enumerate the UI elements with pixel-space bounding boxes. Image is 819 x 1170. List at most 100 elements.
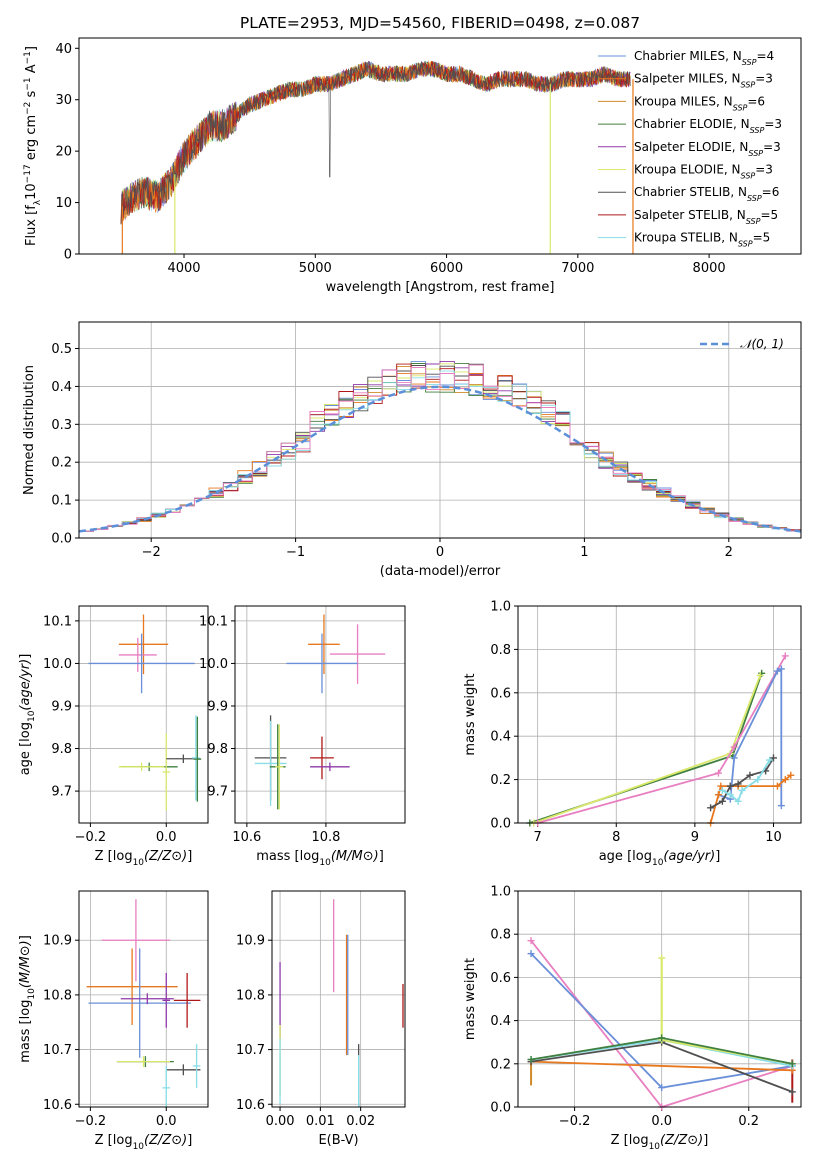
x-tick-label: 0.02 <box>346 1114 375 1129</box>
y-tick-label: 0.1 <box>51 494 72 509</box>
panels-layer: 4000 5000 6000 7000 8000 0 10 20 30 40 wavelength … <box>18 37 802 1152</box>
y-tick-label: 9.7 <box>207 785 228 800</box>
x-axis-label: age [log10(age/yr)] <box>599 849 721 868</box>
axes-frame <box>78 321 802 539</box>
x-tick-label: 6000 <box>430 261 463 276</box>
x-tick-label: 4000 <box>167 261 200 276</box>
axes-frame <box>78 890 209 1108</box>
panel-z-mw: −0.2 0.0 0.2 0.0 0.2 0.4 0.6 0.8 1.0 Z [log10(Z/Z… <box>463 885 802 1152</box>
y-tick-label: 40 <box>55 42 72 57</box>
x-axis-label: Z [log10(Z/Z⊙)] <box>95 849 193 868</box>
legend-label: Kroupa MILES, NSSP=6 <box>634 94 765 112</box>
y-tick-label: 1.0 <box>490 600 511 615</box>
panel-mass-age: 10.6 10.8 9.7 9.8 9.9 10.0 10.1 mass [log10(M/M… <box>199 605 406 868</box>
y-tick-label: 30 <box>55 93 72 108</box>
x-tick-label: 0.01 <box>306 1114 335 1129</box>
x-tick-label: −0.2 <box>75 1114 107 1129</box>
x-tick-label: −1 <box>286 545 305 560</box>
legend-label: Salpeter ELODIE, NSSP=3 <box>634 140 781 158</box>
x-axis-label: Z [log10(Z/Z⊙)] <box>95 1133 193 1152</box>
y-tick-label: 0.0 <box>490 817 511 832</box>
y-tick-label: 0.2 <box>490 773 511 788</box>
x-tick-label: 7 <box>534 830 542 845</box>
y-tick-label: 0.8 <box>490 643 511 658</box>
y-tick-label: 10.7 <box>43 1043 72 1058</box>
x-tick-label: 0.0 <box>156 1114 177 1129</box>
x-axis-label: wavelength [Angstrom, rest frame] <box>326 280 555 295</box>
y-tick-label: 0.5 <box>51 342 72 357</box>
weight-line <box>537 655 787 823</box>
panel-spectrum: 4000 5000 6000 7000 8000 0 10 20 30 40 wavelength … <box>23 37 802 295</box>
axes-frame <box>78 605 209 824</box>
y-axis-label: mass [log10(M/M⊙)] <box>18 935 37 1063</box>
y-tick-label: 0.0 <box>490 1101 511 1116</box>
axes-frame <box>234 605 406 824</box>
y-tick-label: 10.7 <box>236 1043 265 1058</box>
y-tick-label: 0.6 <box>490 686 511 701</box>
y-tick-label: 9.8 <box>207 742 228 757</box>
weight-line <box>710 757 775 809</box>
y-tick-label: 0.2 <box>490 1057 511 1072</box>
legend-label: Kroupa ELODIE, NSSP=3 <box>634 163 773 181</box>
y-tick-label: 0.6 <box>490 971 511 986</box>
y-tick-label: 0.4 <box>51 380 72 395</box>
y-tick-label: 10.6 <box>43 1098 72 1113</box>
x-tick-label: −0.2 <box>559 1114 591 1129</box>
y-tick-label: 10.6 <box>236 1098 265 1113</box>
legend-label: 𝒩(0, 1) <box>740 337 784 351</box>
spectrum-line <box>120 60 631 225</box>
x-axis-label: Z [log10(Z/Z⊙)] <box>611 1133 709 1152</box>
weight-line <box>529 673 763 823</box>
weight-line <box>660 958 793 1065</box>
y-tick-label: 10.0 <box>199 657 228 672</box>
spectrum-line <box>120 60 631 225</box>
x-tick-label: 10.8 <box>311 830 340 845</box>
legend-label: Chabrier STELIB, NSSP=6 <box>634 185 779 203</box>
y-tick-label: 9.9 <box>51 699 72 714</box>
y-tick-label: 10.0 <box>43 657 72 672</box>
y-tick-label: 10.8 <box>236 988 265 1003</box>
x-tick-label: 0.00 <box>266 1114 295 1129</box>
y-axis-label: age [log10(age/yr)] <box>18 654 37 776</box>
x-tick-label: 10 <box>765 830 782 845</box>
y-tick-label: 20 <box>55 145 72 160</box>
legend-label: Salpeter MILES, NSSP=3 <box>634 72 773 90</box>
x-tick-label: 8000 <box>693 261 726 276</box>
y-tick-label: 10.9 <box>236 934 265 949</box>
x-tick-label: 5000 <box>299 261 332 276</box>
axes-frame <box>271 890 406 1108</box>
y-tick-label: 0.2 <box>51 456 72 471</box>
panel-age-mw: 7 8 9 10 0.0 0.2 0.4 0.6 0.8 1.0 age [log10(age/yr… <box>463 600 802 868</box>
legend-label: Chabrier ELODIE, NSSP=3 <box>634 117 782 135</box>
y-tick-label: 10.1 <box>199 614 228 629</box>
legend-label: Kroupa STELIB, NSSP=5 <box>634 231 770 249</box>
y-tick-label: 10.1 <box>43 614 72 629</box>
x-tick-label: 8 <box>612 830 620 845</box>
weight-line <box>718 667 783 806</box>
x-tick-label: 2 <box>725 545 733 560</box>
panel-residuals: −2 −1 0 1 2 0.0 0.1 0.2 0.3 0.4 0.5 (data-model)/er… <box>22 321 802 579</box>
panel-z-age: −0.2 0.0 9.7 9.8 9.9 10.0 10.1 Z [log10(Z/Z⊙)] a… <box>18 605 209 868</box>
y-axis-label: mass weight <box>463 958 478 1040</box>
x-axis-label: mass [log10(M/M⊙)] <box>256 849 384 868</box>
y-tick-label: 10.9 <box>43 934 72 949</box>
legend-label: Salpeter STELIB, NSSP=5 <box>634 208 778 226</box>
x-tick-label: 0.0 <box>651 1114 672 1129</box>
y-tick-label: 0 <box>64 248 72 263</box>
x-tick-label: 9 <box>691 830 699 845</box>
y-tick-label: 9.7 <box>51 785 72 800</box>
y-tick-label: 0.8 <box>490 928 511 943</box>
x-tick-label: 0.2 <box>738 1114 759 1129</box>
y-tick-label: 0.4 <box>490 1014 511 1029</box>
panel-ebv-mass: 0.00 0.01 0.02 10.6 10.7 10.8 10.9 E(B-V) <box>236 890 406 1148</box>
figure-title: PLATE=2953, MJD=54560, FIBERID=0498, z=0… <box>240 14 640 32</box>
y-tick-label: 0.0 <box>51 532 72 547</box>
y-tick-label: 1.0 <box>490 885 511 900</box>
x-tick-label: 7000 <box>561 261 594 276</box>
x-tick-label: 0.0 <box>156 830 177 845</box>
y-tick-label: 0.3 <box>51 418 72 433</box>
gaussian-curve <box>79 385 801 533</box>
axes-frame <box>517 890 802 1108</box>
axes-frame <box>517 605 802 824</box>
